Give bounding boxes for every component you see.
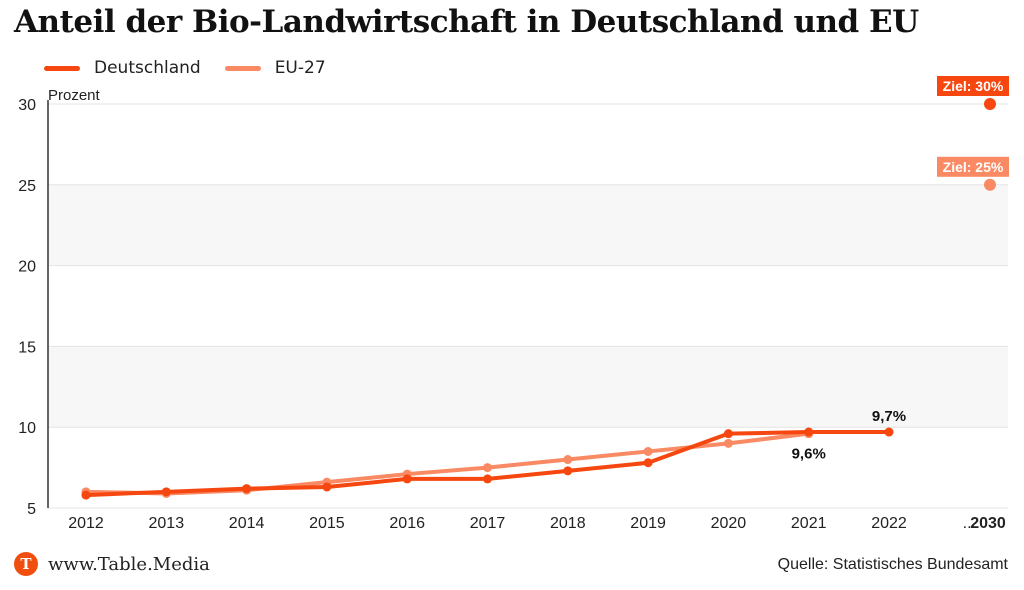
data-point-deutschland	[402, 474, 412, 484]
y-tick-label: 5	[27, 501, 36, 518]
grid-band	[48, 346, 1008, 428]
target-point	[984, 98, 996, 110]
data-label: 9,7%	[872, 408, 906, 425]
grid-band	[48, 184, 1008, 266]
data-point-deutschland	[643, 458, 653, 468]
y-tick-label: 25	[18, 178, 36, 195]
data-point-deutschland	[723, 429, 733, 439]
x-tick-label: 2019	[630, 515, 666, 532]
legend: Deutschland EU-27	[44, 58, 350, 78]
x-tick-label: 2012	[68, 515, 104, 532]
data-point-eu	[483, 463, 492, 473]
legend-item-deutschland: Deutschland	[44, 58, 201, 78]
x-tick-label: 2021	[791, 515, 827, 532]
source-note: Quelle: Statistisches Bundesamt	[777, 556, 1008, 573]
legend-item-eu: EU-27	[224, 58, 326, 78]
data-point-deutschland	[242, 484, 252, 494]
x-tick-label: ...	[963, 515, 976, 532]
x-tick-label: 2014	[229, 515, 265, 532]
data-point-deutschland	[81, 490, 91, 500]
data-label: 9,6%	[792, 446, 826, 463]
data-point-eu	[563, 455, 573, 465]
target-point	[984, 178, 996, 191]
data-point-deutschland	[483, 474, 492, 484]
footer-branding: T www.Table.Media	[14, 552, 210, 576]
legend-label-eu: EU-27	[274, 58, 326, 78]
legend-swatch-deutschland	[44, 65, 80, 71]
y-tick-label: 15	[18, 339, 36, 356]
data-point-deutschland	[161, 487, 171, 497]
chart-title: Anteil der Bio-Landwirtschaft in Deutsch…	[14, 4, 919, 40]
target-label: Ziel: 25%	[943, 159, 1004, 175]
legend-swatch-eu	[224, 65, 261, 71]
x-tick-label: 2022	[871, 515, 907, 532]
x-tick-label: 2013	[149, 515, 185, 532]
y-tick-label: 10	[18, 420, 36, 437]
target-badge	[937, 156, 1009, 177]
table-media-logo-icon: T	[14, 552, 38, 576]
x-tick-label: 2020	[711, 515, 747, 532]
target-badge	[937, 76, 1009, 96]
x-tick-label: 2017	[470, 515, 506, 532]
y-tick-label: 30	[18, 97, 36, 114]
target-label: Ziel: 30%	[943, 78, 1004, 94]
data-point-eu	[723, 438, 733, 448]
site-url[interactable]: www.Table.Media	[48, 553, 210, 575]
data-point-deutschland	[804, 427, 814, 437]
x-tick-label: 2016	[389, 515, 425, 532]
data-point-deutschland	[563, 466, 573, 476]
legend-label-deutschland: Deutschland	[94, 58, 201, 78]
data-point-deutschland	[884, 427, 894, 437]
x-tick-label: 2015	[309, 515, 345, 532]
data-point-deutschland	[322, 482, 332, 492]
x-tick-label: 2018	[550, 515, 586, 532]
y-axis-label: Prozent	[48, 87, 101, 104]
y-tick-label: 20	[18, 259, 36, 276]
x-tick-label: 2030	[970, 515, 1006, 532]
data-point-eu	[643, 446, 653, 456]
